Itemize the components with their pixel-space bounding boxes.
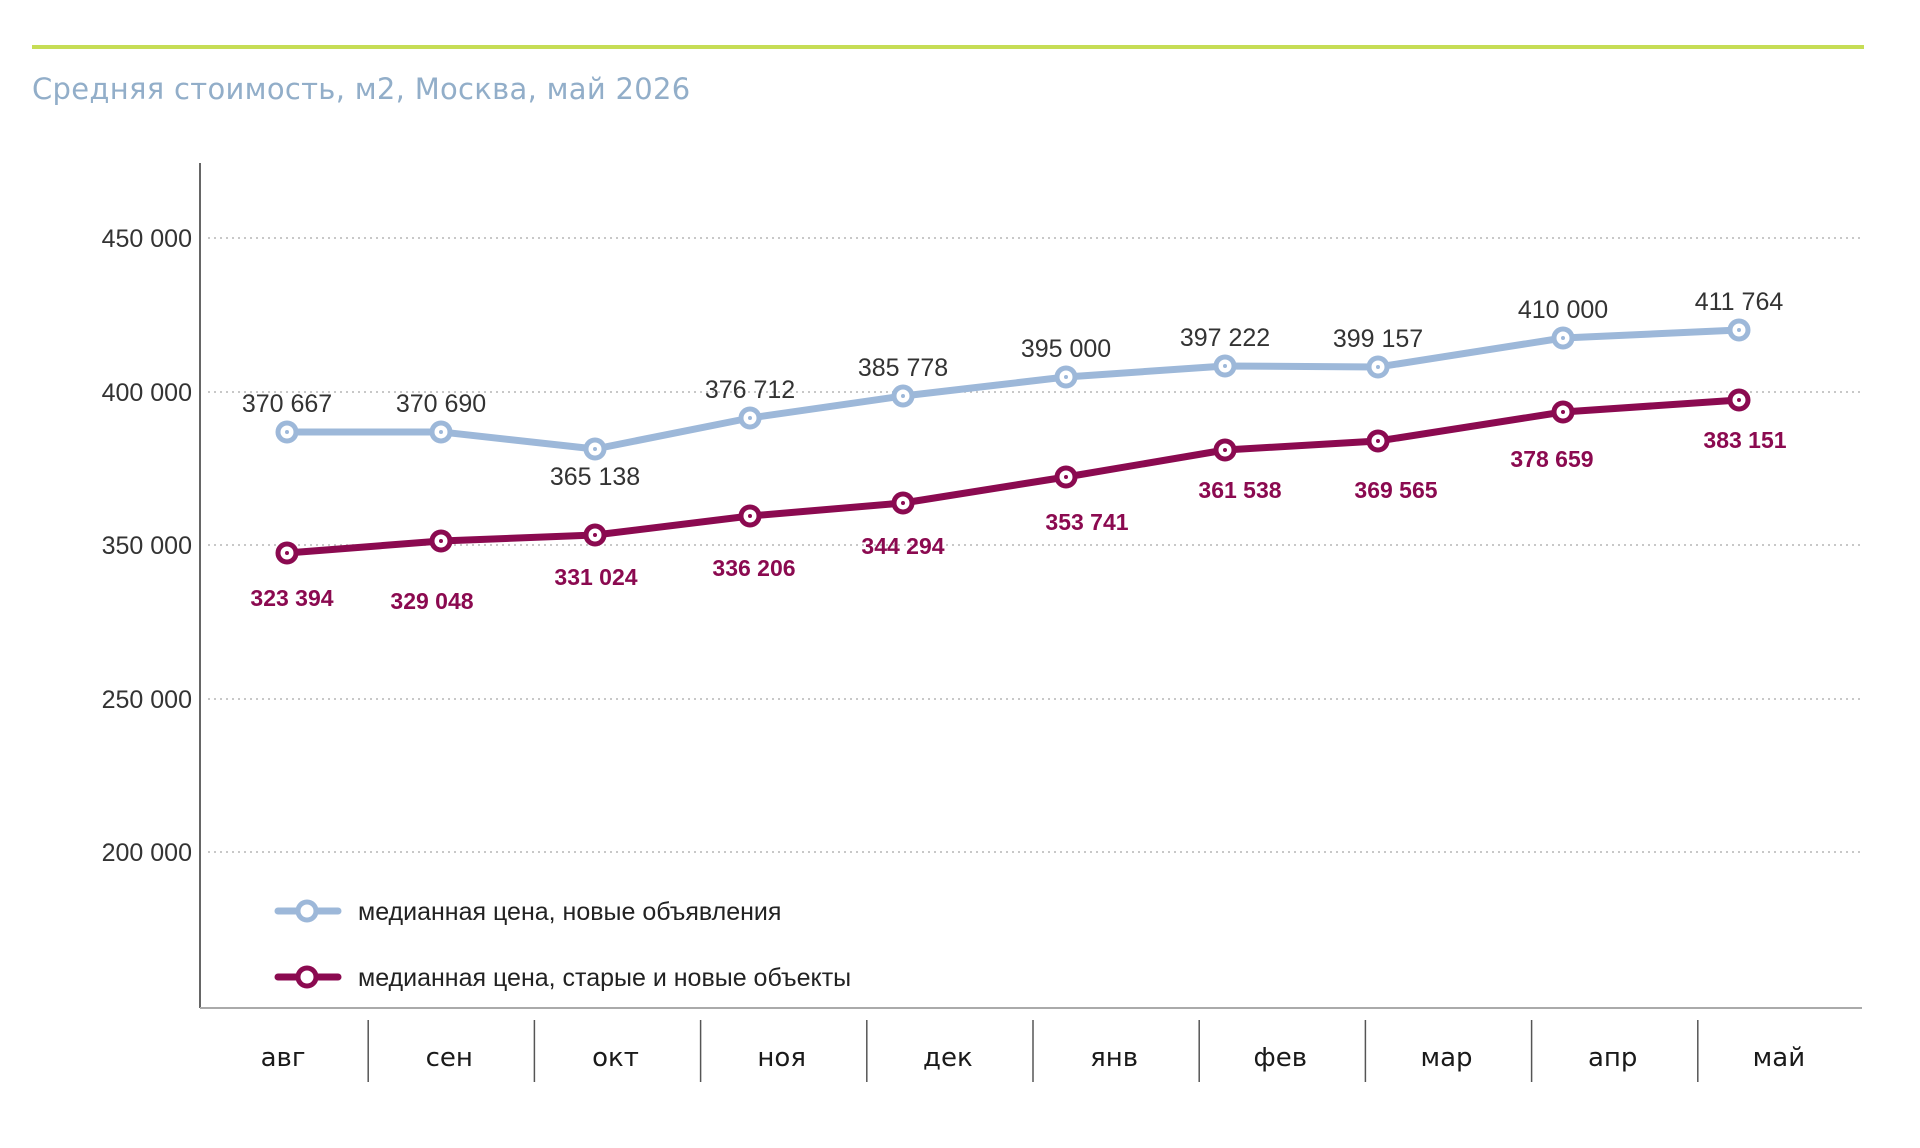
data-label: 331 024 [554, 564, 637, 590]
y-tick-label: 200 000 [102, 839, 192, 867]
data-label: 378 659 [1510, 446, 1593, 472]
legend-swatch-marker [295, 965, 319, 989]
y-tick-label: 450 000 [102, 225, 192, 253]
data-label: 383 151 [1703, 427, 1786, 453]
x-tick-label: сен [426, 1043, 473, 1073]
data-label: 329 048 [390, 588, 473, 614]
data-label: 411 764 [1695, 288, 1784, 316]
series-old-and-new-point-dot [901, 501, 905, 505]
data-label: 344 294 [861, 533, 944, 559]
data-label: 410 000 [1518, 296, 1608, 324]
series-old-and-new-point-dot [748, 514, 752, 518]
series-new-listings-point-dot [1223, 364, 1227, 368]
series-old-and-new-point-dot [1561, 410, 1565, 414]
series-old-and-new-point-dot [593, 533, 597, 537]
series-group [275, 318, 1751, 565]
series-old-and-new-point-dot [439, 539, 443, 543]
x-tick-label: май [1753, 1043, 1805, 1073]
x-tick-label: окт [592, 1043, 639, 1073]
series-new-listings-point-dot [1064, 375, 1068, 379]
series-old-and-new-point-dot [1737, 398, 1741, 402]
x-tick-label: авг [261, 1043, 306, 1073]
legend: медианная цена, новые объявления медианна… [274, 898, 851, 992]
series-old-and-new-point-dot [1223, 448, 1227, 452]
x-tick-label: янв [1090, 1043, 1138, 1073]
legend-entry: медианная цена, старые и новые объекты [358, 964, 851, 992]
data-label: 370 690 [396, 390, 486, 418]
x-tick-label: фев [1254, 1043, 1308, 1073]
axes [199, 163, 1862, 1009]
x-tick-label: дек [923, 1043, 973, 1073]
legend-swatch-marker [295, 899, 319, 923]
series-new-listings-point-dot [1561, 336, 1565, 340]
x-axis-ticks: авг сен окт ноя дек янв фев мар апр май [261, 1020, 1805, 1082]
series-new-listings-point-dot [439, 429, 443, 434]
y-axis-ticks: 450 000 400 000 350 000 250 000 200 000 [102, 225, 192, 867]
series-new-listings-point-dot [1737, 328, 1741, 332]
data-label: 323 394 [250, 585, 333, 611]
data-label: 376 712 [705, 376, 795, 404]
series-new-listings-line [283, 326, 1743, 453]
series-old-and-new-line [283, 396, 1743, 557]
series-new-listings-point-dot [901, 394, 905, 398]
series-new-listings-point-dot [1376, 365, 1380, 369]
y-tick-label: 400 000 [102, 379, 192, 407]
chart-title: Средняя стоимость, м2, Москва, май 2026 [32, 72, 691, 106]
data-label: 370 667 [242, 390, 332, 418]
series-old-and-new-point-dot [1064, 475, 1068, 479]
data-label: 353 741 [1045, 509, 1128, 535]
data-label: 397 222 [1180, 324, 1270, 352]
data-label: 395 000 [1021, 335, 1111, 363]
data-label: 365 138 [550, 463, 640, 491]
data-label: 361 538 [1198, 477, 1281, 503]
series-new-listings-point-dot [748, 416, 752, 420]
x-tick-label: ноя [757, 1043, 806, 1073]
series-new-listings-point-dot [593, 447, 597, 451]
grid-lines [208, 237, 1862, 853]
x-tick-label: мар [1420, 1043, 1472, 1073]
data-label: 385 778 [858, 354, 948, 382]
x-tick-label: апр [1588, 1043, 1637, 1073]
legend-entry: медианная цена, новые объявления [358, 898, 781, 926]
y-tick-label: 250 000 [102, 686, 192, 714]
data-labels: 370 667 370 690 365 138 376 712 385 778 395 0… [242, 288, 1787, 614]
series-old-and-new-point-dot [1376, 439, 1380, 443]
data-label: 336 206 [712, 555, 795, 581]
data-label: 399 157 [1333, 325, 1423, 353]
top-accent-rule [32, 45, 1864, 49]
data-label: 369 565 [1354, 477, 1437, 503]
series-old-and-new-point-dot [285, 551, 289, 555]
series-new-listings-point-dot [285, 430, 289, 434]
y-tick-label: 350 000 [102, 532, 192, 560]
